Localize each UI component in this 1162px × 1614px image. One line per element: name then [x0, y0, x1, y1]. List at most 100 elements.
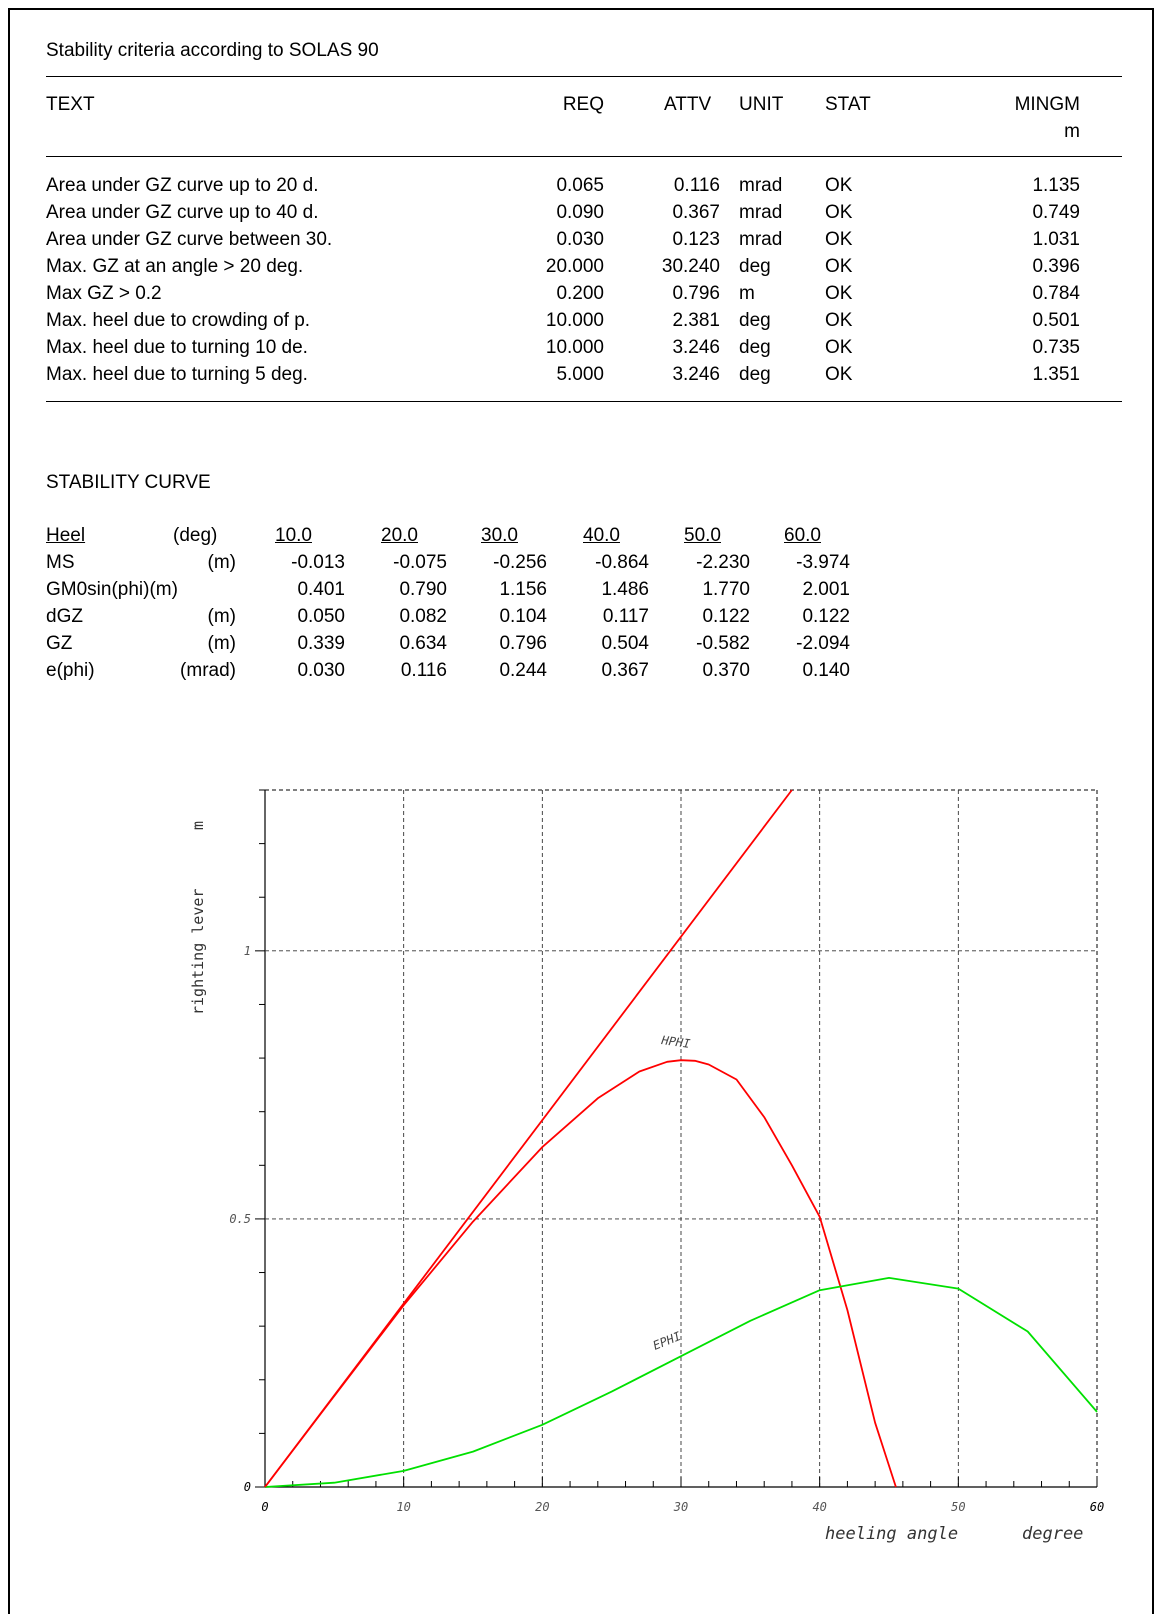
criteria-row-attv: 2.381 — [672, 310, 720, 331]
criteria-row-req: 0.065 — [556, 175, 604, 196]
curve-row-value: 0.370 — [702, 660, 750, 681]
ephi-label: EPHI — [651, 1329, 683, 1353]
curve-row-label: GZ — [46, 633, 73, 654]
curve-row-unit: (m) — [207, 606, 236, 627]
hphi-label: HPHI — [660, 1033, 692, 1051]
y-axis-label: righting lever — [189, 889, 207, 1015]
criteria-row-stat: OK — [825, 337, 853, 358]
y-tick-label: 0.5 — [229, 1212, 251, 1226]
criteria-row-req: 5.000 — [556, 364, 604, 385]
header-req: REQ — [562, 94, 604, 115]
criteria-row-stat: OK — [825, 310, 853, 331]
criteria-row-mingm: 0.784 — [1032, 283, 1080, 304]
criteria-row-attv: 0.796 — [672, 283, 720, 304]
stability-chart: 0 10 20 30 40 50 60 0 0.5 1 heeling angle degree rig… — [189, 789, 1104, 1544]
header-text: TEXT — [46, 94, 95, 115]
criteria-row-mingm: 1.135 — [1032, 175, 1080, 196]
header-stat: STAT — [825, 94, 871, 115]
curve-row-value: 0.140 — [802, 660, 850, 681]
criteria-row-stat: OK — [825, 256, 853, 277]
curve-row-label: GM0sin(phi)(m) — [46, 579, 178, 600]
angle-header: 40.0 — [583, 525, 620, 546]
header-mingm-unit: m — [1064, 121, 1080, 142]
x-axis-unit: degree — [1022, 1524, 1083, 1544]
curve-row-value: -0.864 — [595, 552, 649, 573]
criteria-row-unit: m — [739, 283, 755, 304]
criteria-row-text: Max. heel due to turning 10 de. — [46, 337, 308, 358]
curve-row-label: MS — [46, 552, 75, 573]
criteria-row-unit: mrad — [739, 175, 783, 196]
header-attv: ATTV — [664, 94, 712, 115]
x-tick-label: 40 — [812, 1500, 826, 1514]
curve-row-value: 0.116 — [400, 660, 447, 681]
curve-row-unit: (m) — [207, 633, 236, 654]
criteria-row-unit: mrad — [739, 229, 783, 250]
curve-row-unit: (m) — [207, 552, 236, 573]
stability-curve-title: STABILITY CURVE — [46, 472, 211, 493]
angle-header: 10.0 — [275, 525, 312, 546]
criteria-row-attv: 0.123 — [672, 229, 720, 250]
curve-row-value: 0.122 — [802, 606, 850, 627]
y-axis-unit: m — [189, 821, 207, 830]
criteria-row-stat: OK — [825, 364, 853, 385]
criteria-row-req: 0.030 — [556, 229, 604, 250]
curve-row-label: dGZ — [46, 606, 83, 627]
x-axis-label: heeling angle — [825, 1524, 958, 1544]
curve-row-value: 0.244 — [499, 660, 547, 681]
ephi-curve — [264, 1277, 1098, 1488]
criteria-row-stat: OK — [825, 229, 853, 250]
criteria-row-mingm: 0.749 — [1032, 202, 1080, 223]
curve-row-value: -0.075 — [393, 552, 447, 573]
curve-row-value: -2.094 — [796, 633, 850, 654]
x-tick-label: 0 — [261, 1500, 268, 1514]
criteria-row-text: Area under GZ curve between 30. — [46, 229, 333, 250]
criteria-row-stat: OK — [825, 202, 853, 223]
angle-header: 50.0 — [684, 525, 721, 546]
curve-row-value: 0.030 — [297, 660, 345, 681]
criteria-row-unit: deg — [739, 256, 771, 277]
header-unit: UNIT — [739, 94, 784, 115]
criteria-row-mingm: 1.031 — [1032, 229, 1080, 250]
curve-row-value: -2.230 — [696, 552, 750, 573]
criteria-header-rule — [46, 156, 1122, 157]
x-tick-label: 30 — [673, 1500, 688, 1514]
heel-label: Heel — [46, 525, 86, 546]
curve-row-label: e(phi) — [46, 660, 95, 681]
criteria-row-unit: mrad — [739, 202, 783, 223]
curve-row-value: 2.001 — [802, 579, 850, 600]
curve-row-value: 1.486 — [601, 579, 649, 600]
report-page: Stability criteria according to SOLAS 90… — [8, 8, 1154, 1614]
curve-row-value: 0.790 — [399, 579, 447, 600]
heel-header-underline: Heel (deg) — [46, 525, 226, 547]
criteria-bottom-rule — [46, 401, 1122, 402]
criteria-row-text: Area under GZ curve up to 40 d. — [46, 202, 319, 223]
curve-row-value: -0.013 — [291, 552, 345, 573]
y-tick-label: 1 — [244, 944, 251, 958]
criteria-row-attv: 0.367 — [672, 202, 720, 223]
criteria-row-text: Max. GZ at an angle > 20 deg. — [46, 256, 304, 277]
criteria-row-mingm: 1.351 — [1032, 364, 1080, 385]
curve-row-unit: (mrad) — [180, 660, 236, 681]
curve-row-value: 1.156 — [499, 579, 547, 600]
curve-row-value: 0.796 — [499, 633, 547, 654]
curve-row-value: -0.582 — [696, 633, 750, 654]
curve-row-value: -3.974 — [796, 552, 850, 573]
curve-row-value: 0.634 — [399, 633, 447, 654]
x-tick-label: 60 — [1090, 1500, 1104, 1514]
criteria-title: Stability criteria according to SOLAS 90 — [46, 40, 379, 61]
x-tick-label: 10 — [396, 1500, 410, 1514]
criteria-row-mingm: 0.735 — [1032, 337, 1080, 358]
criteria-row-attv: 30.240 — [661, 256, 720, 277]
criteria-row-attv: 3.246 — [672, 364, 720, 385]
x-tick-label: 50 — [951, 1500, 965, 1514]
criteria-row-mingm: 0.501 — [1032, 310, 1080, 331]
criteria-row-req: 10.000 — [545, 337, 604, 358]
curve-row-value: 0.050 — [297, 606, 345, 627]
criteria-top-rule — [46, 76, 1122, 77]
hphi-curve — [264, 1059, 897, 1488]
x-tick-label: 20 — [535, 1500, 549, 1514]
criteria-row-req: 10.000 — [545, 310, 604, 331]
curve-row-value: 0.117 — [602, 606, 649, 627]
curve-row-value: 1.770 — [702, 579, 750, 600]
curve-row-value: 0.504 — [601, 633, 649, 654]
